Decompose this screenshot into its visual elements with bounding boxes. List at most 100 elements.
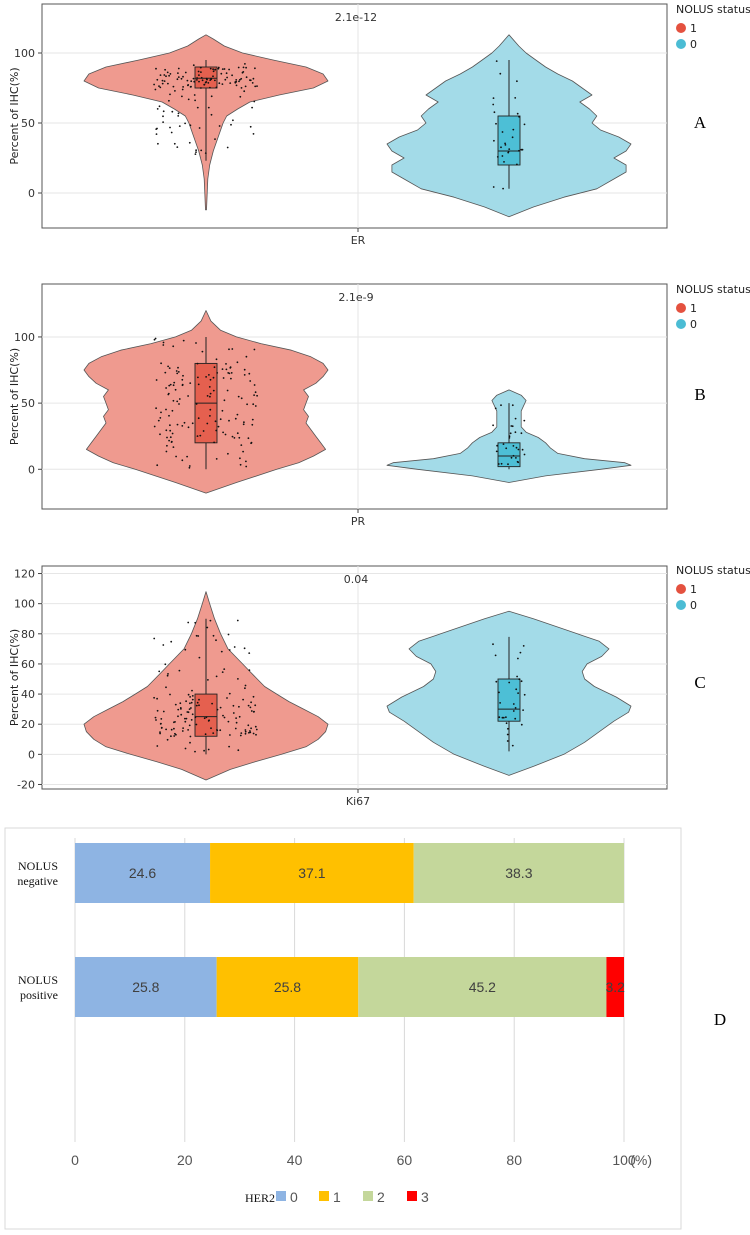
data-point	[162, 115, 164, 118]
data-point	[175, 455, 178, 458]
data-point	[492, 643, 494, 646]
data-point	[165, 429, 168, 432]
data-point	[156, 78, 159, 81]
data-point	[242, 66, 245, 69]
data-point	[190, 707, 192, 709]
data-point	[221, 68, 224, 70]
y-tick-label: 50	[21, 397, 35, 410]
data-point	[204, 733, 207, 736]
data-point	[177, 115, 180, 117]
iqr-box	[194, 66, 218, 89]
data-point	[188, 465, 191, 467]
data-point	[162, 121, 165, 123]
data-point	[221, 409, 224, 412]
data-point	[237, 395, 240, 398]
data-point	[214, 68, 217, 71]
data-point	[228, 348, 230, 351]
data-point	[208, 374, 210, 376]
data-point	[195, 149, 198, 152]
data-point	[244, 732, 247, 735]
data-point	[172, 85, 175, 88]
data-point	[231, 435, 234, 438]
data-point	[516, 80, 518, 83]
data-point	[169, 436, 172, 439]
bar-segment-her2-1	[210, 843, 414, 903]
data-point	[514, 97, 517, 99]
data-point	[215, 358, 218, 361]
violin-group-0	[386, 610, 632, 776]
data-point	[173, 735, 176, 737]
data-point	[499, 702, 501, 704]
data-point	[212, 634, 215, 637]
data-point	[216, 729, 219, 732]
data-point	[251, 423, 254, 426]
data-point	[178, 669, 181, 672]
data-point	[214, 79, 216, 82]
data-point	[195, 342, 197, 344]
data-point	[181, 88, 184, 91]
panel-label-a: A	[694, 113, 707, 132]
legend-title: HER2	[245, 1191, 275, 1205]
data-point	[245, 460, 247, 463]
data-point	[501, 131, 504, 133]
data-point	[247, 704, 250, 707]
data-point	[245, 76, 248, 79]
data-point	[516, 675, 518, 678]
data-point	[238, 436, 241, 439]
data-point	[252, 695, 255, 698]
data-point	[256, 85, 258, 87]
data-point	[153, 637, 156, 640]
data-point	[170, 441, 173, 443]
data-point	[215, 86, 218, 89]
data-point	[178, 398, 181, 400]
x-axis-label: Ki67	[346, 795, 370, 808]
violin-group-0	[386, 389, 632, 483]
data-point	[172, 399, 175, 402]
data-point	[167, 393, 170, 396]
panel-label-d: D	[714, 1010, 726, 1029]
data-point	[179, 707, 182, 709]
data-point	[245, 66, 248, 69]
data-point	[161, 82, 164, 85]
data-point	[206, 78, 208, 81]
data-point	[184, 122, 187, 125]
data-point	[209, 79, 212, 81]
data-point	[158, 105, 161, 108]
data-point	[239, 95, 242, 98]
data-point	[251, 418, 254, 421]
data-point	[230, 123, 232, 126]
data-point	[155, 407, 158, 410]
data-point	[512, 454, 515, 457]
segment-value-label: 25.8	[132, 979, 159, 995]
x-axis-unit: (%)	[630, 1152, 652, 1168]
data-point	[233, 437, 236, 439]
data-point	[195, 634, 198, 637]
data-point	[250, 727, 253, 730]
data-point	[153, 696, 156, 699]
data-point	[514, 417, 517, 420]
data-point	[169, 73, 172, 75]
data-point	[187, 98, 190, 101]
data-point	[240, 87, 243, 89]
data-point	[181, 95, 183, 98]
data-point	[166, 738, 169, 741]
data-point	[243, 647, 246, 650]
data-point	[168, 384, 171, 387]
data-point	[164, 68, 167, 71]
data-point	[198, 74, 200, 76]
data-point	[182, 75, 184, 78]
data-point	[157, 142, 159, 145]
data-point	[174, 703, 177, 706]
data-point	[194, 750, 196, 753]
data-point	[214, 138, 216, 141]
violin-panel-c: -20 0 20 40 60 80 100 120 Ki67 Percent of IHC(%) 0…	[8, 564, 750, 808]
legend-marker-0	[676, 319, 686, 329]
data-point	[243, 374, 246, 376]
data-point	[505, 722, 508, 725]
data-point	[230, 372, 233, 374]
legend-her2: HER2 0 1 2 3	[245, 1189, 429, 1205]
data-point	[207, 106, 210, 109]
data-point	[205, 376, 208, 378]
data-point	[159, 731, 161, 733]
data-point	[245, 465, 248, 468]
